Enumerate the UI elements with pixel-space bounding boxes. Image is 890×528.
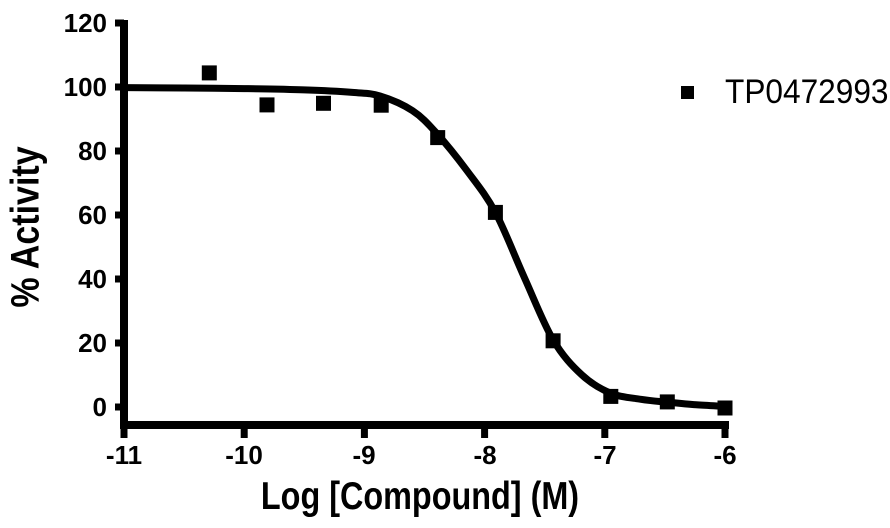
data-point-marker — [201, 65, 217, 81]
y-tick-mark — [115, 211, 124, 219]
data-point-marker — [259, 97, 275, 113]
y-axis-title: % Activity — [3, 146, 48, 308]
data-point-marker — [487, 204, 503, 220]
x-axis-line — [120, 421, 729, 429]
y-tick-mark — [115, 147, 124, 155]
data-point-marker — [545, 333, 561, 349]
legend-marker-square-icon — [681, 86, 694, 99]
x-tick-label: -6 — [713, 440, 737, 470]
y-tick-mark — [115, 275, 124, 283]
x-tick-mark — [240, 429, 248, 438]
legend-square-glyph — [681, 86, 694, 99]
x-tick-mark — [481, 429, 489, 438]
y-tick-mark — [115, 19, 124, 27]
data-point-marker — [373, 97, 389, 113]
data-point-marker — [430, 130, 446, 146]
data-point-marker — [316, 95, 331, 111]
y-tick-label: 120 — [63, 8, 107, 38]
x-tick-label: -9 — [352, 440, 376, 470]
y-tick-label: 0 — [92, 392, 107, 422]
y-tick-mark — [115, 339, 124, 347]
fit-curve — [120, 84, 729, 410]
x-tick-mark — [601, 429, 609, 438]
y-tick-label: 60 — [78, 200, 107, 230]
legend-series-label: TP0472993 — [725, 73, 889, 111]
y-axis-line — [120, 20, 128, 429]
data-point-marker — [717, 400, 733, 416]
y-tick-label: 100 — [63, 72, 107, 102]
data-point-marker — [659, 394, 675, 410]
y-tick-mark — [115, 83, 124, 91]
y-tick-label: 20 — [78, 328, 107, 358]
x-tick-mark — [360, 429, 368, 438]
y-tick-mark — [115, 403, 124, 411]
x-tick-label: -8 — [473, 440, 497, 470]
x-tick-label: -10 — [225, 440, 263, 470]
x-axis-title: Log [Compound] (M) — [260, 475, 580, 518]
x-tick-mark — [120, 429, 128, 438]
x-tick-label: -11 — [105, 440, 143, 470]
data-point-marker — [603, 388, 619, 404]
y-tick-label: 40 — [78, 264, 107, 294]
x-tick-label: -7 — [593, 440, 617, 470]
x-tick-mark — [721, 429, 729, 438]
y-tick-label: 80 — [78, 136, 107, 166]
